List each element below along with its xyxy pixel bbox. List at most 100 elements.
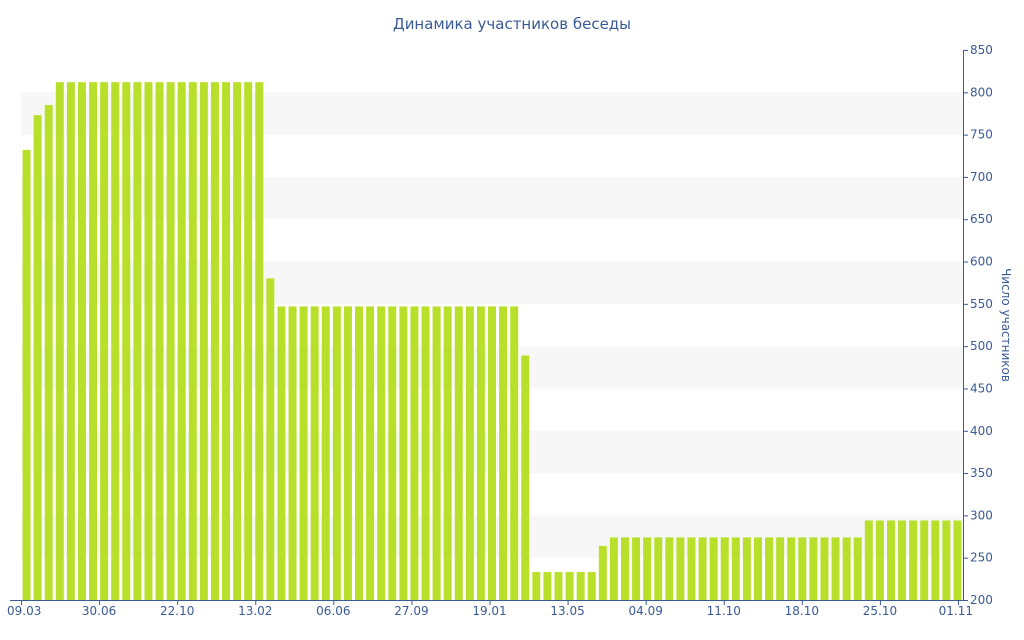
bar: [476, 306, 485, 600]
bar: [44, 105, 53, 600]
bar: [432, 306, 441, 600]
bar: [765, 537, 774, 600]
y-tick-label: 550: [970, 297, 993, 311]
y-tick-label: 700: [970, 170, 993, 184]
bar: [77, 82, 86, 600]
bar: [266, 278, 275, 600]
bar: [942, 520, 951, 600]
bar: [820, 537, 829, 600]
bar: [565, 572, 574, 600]
x-tick-label: 01.11: [939, 604, 973, 618]
y-tick-label: 500: [970, 339, 993, 353]
bar: [920, 520, 929, 600]
bar: [210, 82, 219, 600]
bar: [111, 82, 120, 600]
bar: [321, 306, 330, 600]
bar: [543, 572, 552, 600]
x-tick-label: 09.03: [7, 604, 41, 618]
y-tick-label: 750: [970, 128, 993, 142]
bar: [521, 355, 530, 600]
chart-title: Динамика участников беседы: [393, 15, 631, 33]
bar: [753, 537, 762, 600]
bar: [621, 537, 629, 600]
x-tick-label: 04.09: [628, 604, 662, 618]
bar: [510, 306, 519, 600]
bar: [853, 537, 862, 600]
bar: [809, 537, 818, 600]
bar: [776, 537, 785, 600]
bar: [277, 306, 286, 600]
y-axis-title: Число участников: [999, 268, 1013, 382]
y-tick-label: 250: [970, 551, 993, 565]
y-tick-label: 650: [970, 212, 993, 226]
bar: [399, 306, 408, 600]
bar: [299, 306, 308, 600]
bar: [931, 520, 940, 600]
y-tick-label: 850: [970, 43, 993, 57]
bar: [122, 82, 131, 600]
bar: [554, 572, 563, 600]
bar: [233, 82, 242, 600]
bar: [55, 82, 64, 600]
bar: [288, 306, 297, 600]
bar: [687, 537, 696, 600]
bar: [89, 82, 98, 600]
bar: [798, 537, 807, 600]
bar: [343, 306, 352, 600]
bar: [199, 82, 208, 600]
bar: [188, 82, 197, 600]
x-tick-label: 22.10: [160, 604, 194, 618]
bar: [643, 537, 652, 600]
bar: [953, 520, 962, 600]
x-tick-label: 25.10: [863, 604, 897, 618]
x-tick-label: 19.01: [472, 604, 506, 618]
x-tick-label: 11.10: [707, 604, 741, 618]
y-tick-label: 200: [970, 593, 993, 607]
y-axis-ticks: 200 250 300 350 400 450 500 550 600 650 700 750 800 8…: [963, 43, 993, 607]
bar: [255, 82, 264, 600]
bar: [332, 306, 341, 600]
bar: [875, 520, 884, 600]
bar: [388, 306, 397, 600]
bar: [443, 306, 452, 600]
bar: [676, 537, 685, 600]
bar: [576, 572, 585, 600]
x-axis-ticks: 09.03 30.06 22.10 13.02 06.06 27.09 19.01 13.05…: [7, 600, 973, 618]
bar: [632, 537, 641, 600]
bar: [909, 520, 918, 600]
bar: [842, 537, 851, 600]
y-tick-label: 350: [970, 466, 993, 480]
bar: [587, 572, 596, 600]
x-tick-label: 13.02: [238, 604, 272, 618]
bar: [355, 306, 363, 600]
y-tick-label: 400: [970, 424, 993, 438]
bar: [598, 545, 607, 600]
x-tick-label: 06.06: [316, 604, 350, 618]
bar: [22, 149, 31, 600]
bar: [155, 82, 164, 600]
bar: [377, 306, 386, 600]
bar: [421, 306, 430, 600]
x-tick-label: 30.06: [82, 604, 116, 618]
bar: [731, 537, 740, 600]
bar: [720, 537, 729, 600]
bar: [454, 306, 463, 600]
bar: [144, 82, 153, 600]
y-tick-label: 300: [970, 508, 993, 522]
bar: [33, 115, 42, 601]
bar: [66, 82, 75, 600]
bar: [665, 537, 674, 600]
bar: [133, 82, 142, 600]
bar: [532, 572, 541, 600]
bar: [499, 306, 508, 600]
bar: [366, 306, 375, 600]
bar: [222, 82, 231, 600]
bars: [22, 82, 962, 601]
bar: [898, 520, 907, 600]
bar: [864, 520, 873, 600]
bar: [709, 537, 718, 600]
bar: [410, 306, 419, 600]
x-tick-label: 18.10: [785, 604, 819, 618]
y-tick-label: 800: [970, 85, 993, 99]
